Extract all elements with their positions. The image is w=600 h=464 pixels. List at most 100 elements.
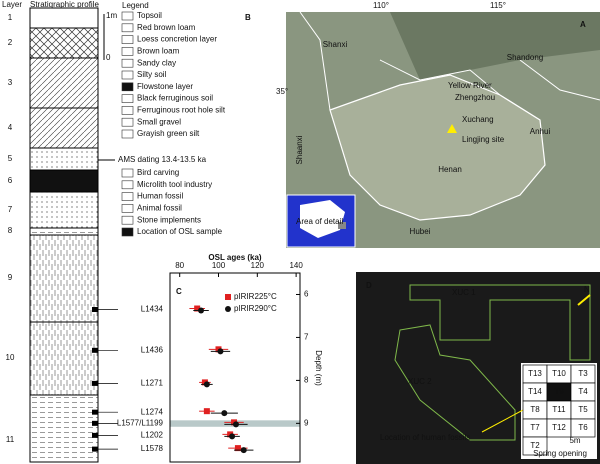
grid-label: T14 bbox=[528, 387, 542, 396]
scale-label: 1m bbox=[106, 11, 117, 20]
legend-label: Human fossil bbox=[137, 192, 183, 201]
site-marker bbox=[447, 124, 457, 133]
legend-title: Legend bbox=[122, 1, 149, 10]
inset-area bbox=[338, 222, 346, 229]
place-label: Lingjing site bbox=[462, 135, 505, 144]
y-tick-label: 6 bbox=[304, 290, 309, 299]
legend-label: Topsoil bbox=[137, 11, 162, 20]
legend-swatch bbox=[121, 129, 134, 139]
grid-label: T8 bbox=[530, 405, 540, 414]
xuc1-outline bbox=[409, 284, 591, 361]
legend-label: Loess concretion layer bbox=[137, 35, 217, 44]
scale-label: 0 bbox=[106, 53, 111, 62]
panel-label: B bbox=[245, 13, 251, 22]
sample-label: L1577/L1199 bbox=[117, 418, 164, 427]
legend-label: Bird carving bbox=[137, 168, 179, 177]
layer-number: 10 bbox=[6, 353, 15, 362]
grid-label: T13 bbox=[528, 369, 542, 378]
north-label: N bbox=[584, 285, 590, 294]
layer-number: 11 bbox=[6, 435, 15, 444]
legend-label: pIRIR225°C bbox=[234, 292, 277, 301]
grid-label: T6 bbox=[578, 423, 588, 432]
point bbox=[217, 348, 224, 355]
legend-swatch bbox=[121, 180, 134, 190]
osl-marker bbox=[92, 409, 98, 415]
area-label: XUC 1 bbox=[452, 288, 476, 297]
grid-label: T12 bbox=[552, 423, 566, 432]
legend-label: Stone implements bbox=[137, 215, 201, 224]
legend-swatch bbox=[121, 227, 134, 237]
legend-marker bbox=[225, 294, 231, 300]
y-tick-label: 8 bbox=[304, 375, 309, 384]
x-tick-label: 120 bbox=[251, 261, 265, 270]
region-label: Shaanxi bbox=[295, 135, 304, 164]
point bbox=[203, 381, 210, 388]
osl-marker bbox=[92, 380, 98, 386]
area-label: XUC 2 bbox=[408, 377, 432, 386]
legend-swatch bbox=[121, 215, 134, 225]
lon-label: 110° bbox=[373, 1, 389, 10]
x-tick-label: 100 bbox=[212, 261, 226, 270]
legend-swatch bbox=[121, 168, 134, 178]
layer-number: 1 bbox=[8, 13, 13, 22]
grid-label: T9 bbox=[554, 387, 564, 396]
legend-swatch bbox=[121, 192, 134, 201]
grid-label: T2 bbox=[530, 441, 540, 450]
region-label: Anhui bbox=[530, 127, 551, 136]
legend-label: Sandy clay bbox=[137, 58, 176, 67]
grid-label: T5 bbox=[578, 405, 588, 414]
x-tick-label: 80 bbox=[175, 261, 184, 270]
region-label: Shandong bbox=[507, 53, 543, 62]
place-label: Zhengzhou bbox=[455, 93, 495, 102]
legend-label: Silty soil bbox=[137, 70, 167, 79]
panel-label: C bbox=[176, 287, 182, 296]
sample-label: L1578 bbox=[141, 444, 164, 453]
legend-swatch bbox=[121, 11, 134, 21]
chart-title: OSL ages (ka) bbox=[208, 253, 262, 262]
north-arrow bbox=[577, 294, 591, 306]
caption-pointer bbox=[481, 409, 524, 433]
border bbox=[299, 11, 331, 111]
osl-marker bbox=[92, 446, 98, 452]
legend-label: Red brown loam bbox=[137, 23, 196, 32]
column-header: Layer bbox=[2, 0, 22, 9]
plot-frame bbox=[169, 272, 301, 463]
legend-swatch bbox=[121, 82, 134, 92]
legend-label: Black ferruginous soil bbox=[137, 94, 213, 103]
place-label: Xuchang bbox=[462, 115, 494, 124]
region-label: Hubei bbox=[410, 227, 431, 236]
grid-label: T10 bbox=[552, 369, 566, 378]
lat-label: 35° bbox=[276, 87, 288, 96]
sample-label: L1271 bbox=[141, 379, 164, 388]
region-label: Henan bbox=[438, 165, 462, 174]
layer-number: 4 bbox=[8, 123, 13, 132]
sample-label: L1436 bbox=[141, 345, 164, 354]
point bbox=[232, 421, 239, 428]
border bbox=[519, 59, 600, 101]
y-tick-label: 7 bbox=[304, 333, 309, 342]
legend-label: Microlith tool industry bbox=[137, 180, 212, 189]
lon-label: 115° bbox=[490, 1, 506, 10]
ams-note: AMS dating 13.4-13.5 ka bbox=[118, 155, 207, 164]
grid-cell bbox=[522, 436, 548, 456]
legend-label: Animal fossil bbox=[137, 204, 182, 213]
caption: Location of human fossils bbox=[380, 433, 470, 442]
layer-number: 5 bbox=[8, 154, 13, 163]
spring-label: Spring opening bbox=[533, 449, 587, 458]
sample-label: L1434 bbox=[141, 305, 164, 314]
point bbox=[234, 445, 241, 452]
legend-swatch bbox=[121, 117, 134, 127]
inset-china bbox=[300, 200, 345, 238]
layer-number: 7 bbox=[8, 205, 13, 214]
x-tick-label: 140 bbox=[289, 261, 303, 270]
osl-marker bbox=[92, 432, 98, 438]
grid-label: T3 bbox=[578, 369, 588, 378]
grid-label: T4 bbox=[578, 387, 588, 396]
panel-label: D bbox=[366, 281, 372, 290]
scale-label: 5m bbox=[569, 436, 580, 445]
legend-marker bbox=[225, 306, 231, 312]
layer-number: 6 bbox=[8, 176, 13, 185]
layer-number: 8 bbox=[8, 226, 13, 235]
xuc2-outline bbox=[394, 324, 516, 441]
